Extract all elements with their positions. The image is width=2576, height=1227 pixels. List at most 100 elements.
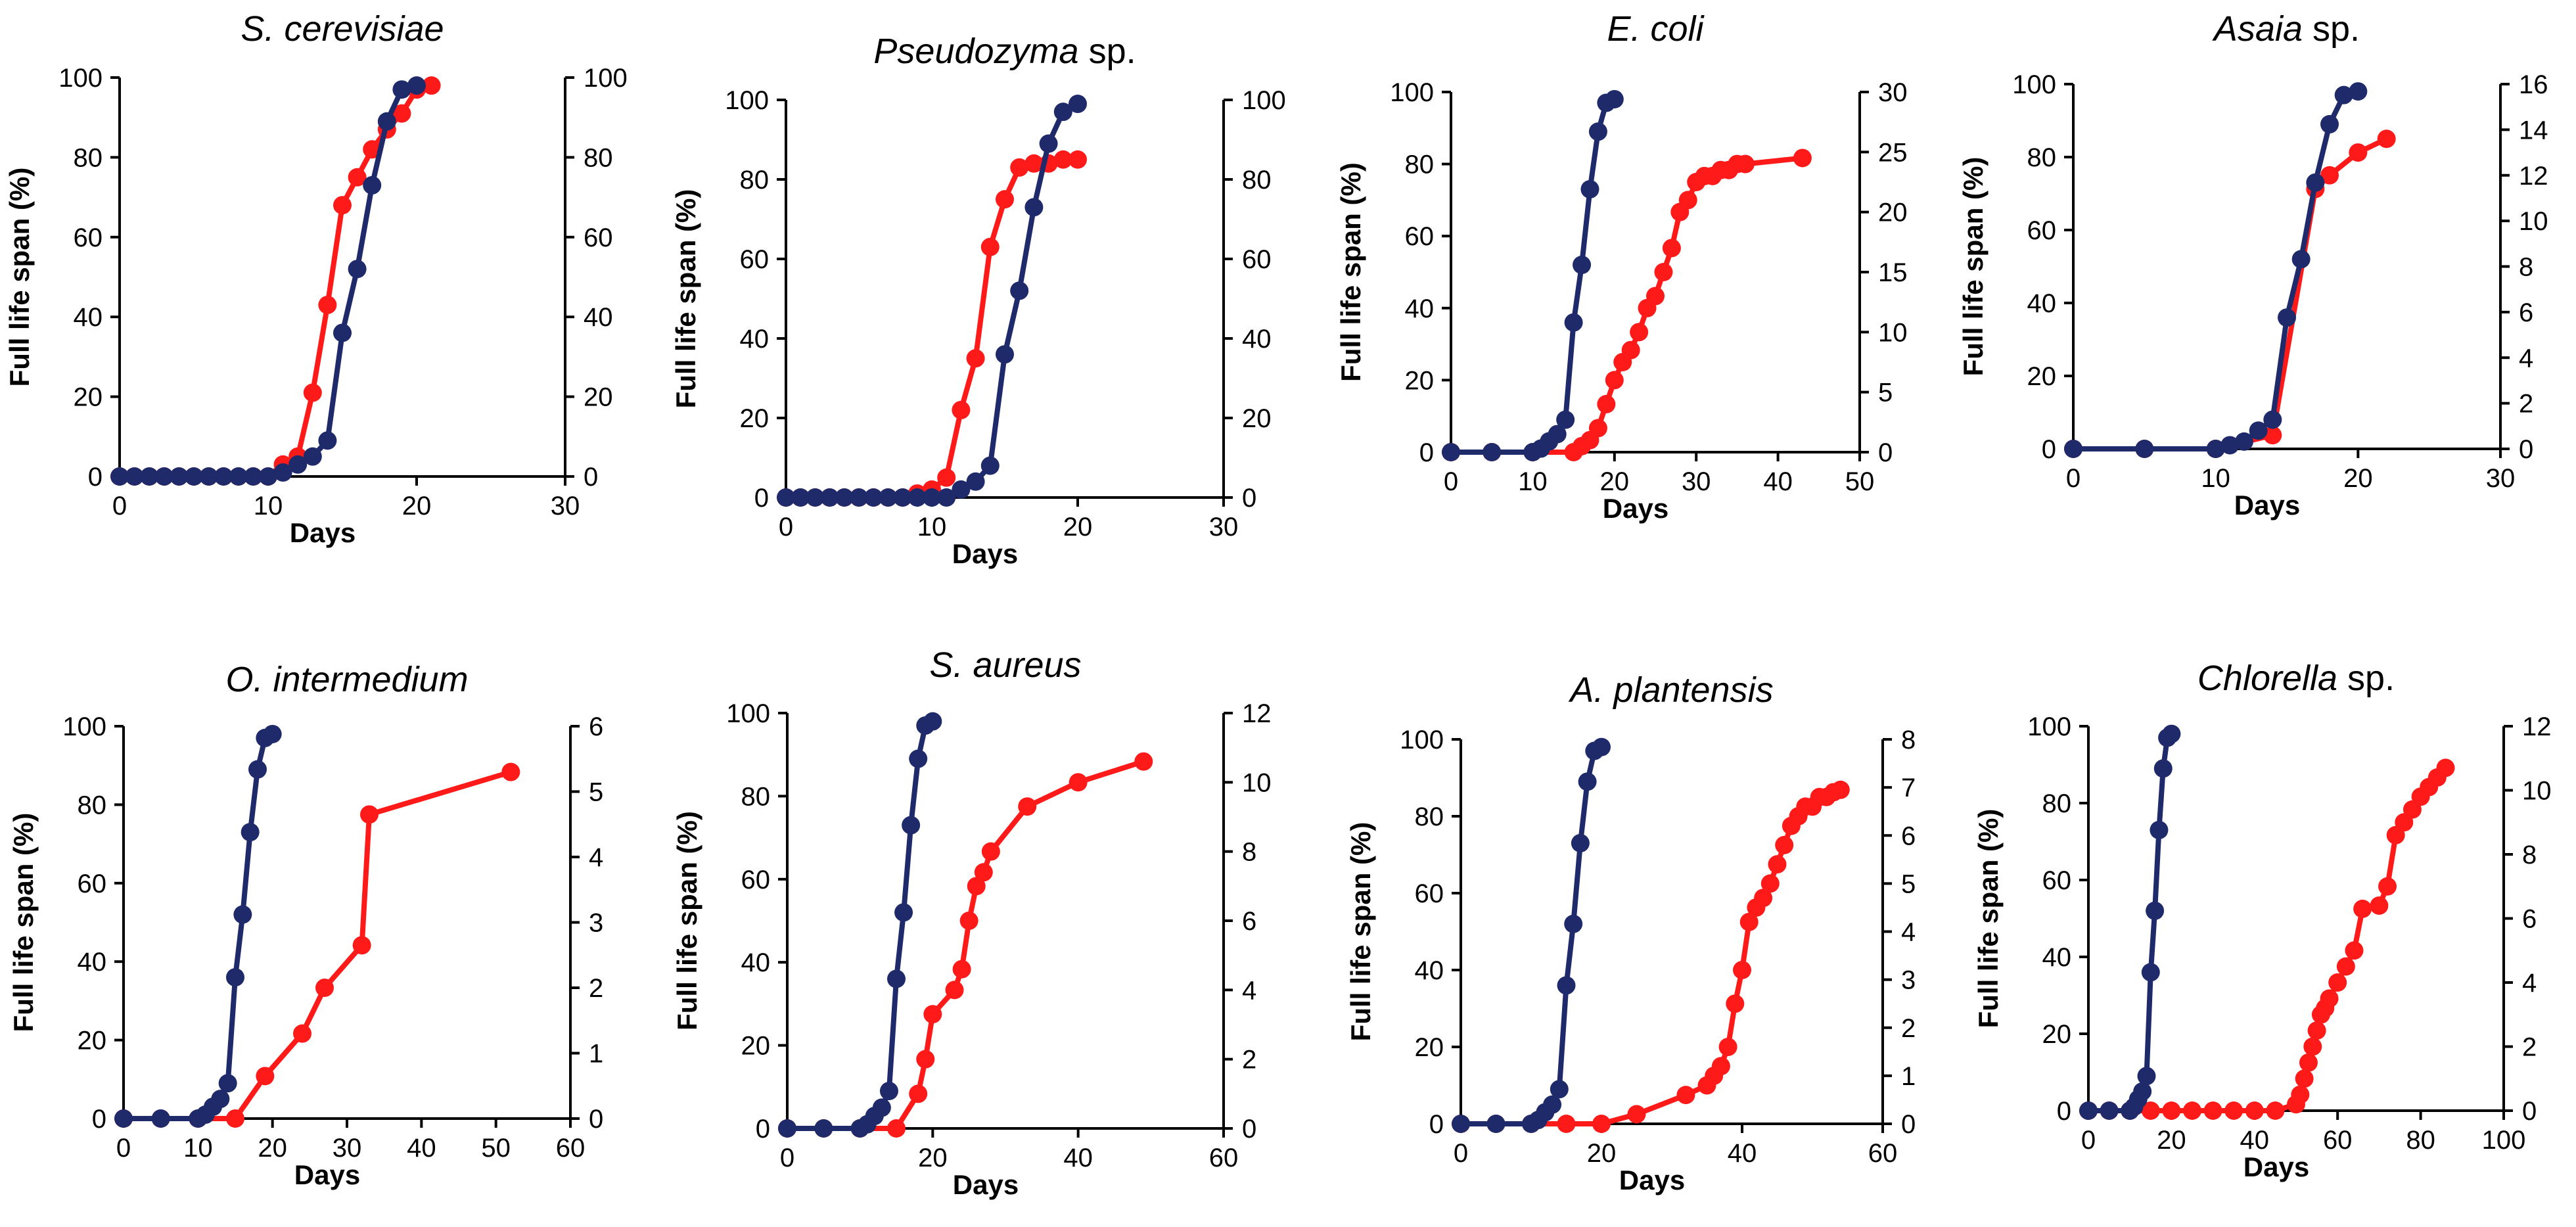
chart-title-italic: Chlorella bbox=[2197, 659, 2337, 698]
y-tick-label: 40 bbox=[2027, 289, 2057, 318]
x-tick-label: 10 bbox=[1518, 467, 1548, 496]
data-point-full_life_span bbox=[1605, 89, 1624, 108]
x-tick-label: 30 bbox=[333, 1134, 362, 1163]
y2-tick-label: 20 bbox=[584, 383, 613, 412]
y2-tick-label: 3 bbox=[1901, 966, 1916, 995]
y2-tick-label: 15 bbox=[1878, 258, 1908, 287]
y2-tick-label: 20 bbox=[1242, 404, 1272, 433]
y2-tick-label: 0 bbox=[1901, 1110, 1916, 1139]
x-tick-label: 50 bbox=[481, 1134, 511, 1163]
x-tick-label: 60 bbox=[556, 1134, 586, 1163]
data-point-red_series bbox=[2141, 1101, 2160, 1120]
y2-tick-label: 3 bbox=[589, 909, 603, 938]
series-line-red_series bbox=[117, 83, 434, 479]
data-point-full_life_span bbox=[248, 760, 267, 779]
data-point-full_life_span bbox=[288, 455, 308, 474]
data-point-full_life_span bbox=[820, 488, 839, 507]
series-line-full_life_span bbox=[785, 718, 936, 1131]
x-tick-label: 0 bbox=[780, 1144, 794, 1172]
x-tick-label: 30 bbox=[1682, 467, 1711, 496]
y-tick-label: 80 bbox=[740, 166, 770, 195]
y2-tick-label: 100 bbox=[584, 64, 628, 93]
data-point-full_life_span bbox=[2206, 440, 2225, 458]
data-point-full_life_span bbox=[1564, 313, 1583, 332]
chart-title-italic: A. plantensis bbox=[1568, 670, 1773, 710]
x-tick-label: 60 bbox=[1209, 1144, 1239, 1172]
y2-tick-label: 0 bbox=[1878, 438, 1893, 467]
y-tick-label: 40 bbox=[1415, 956, 1444, 985]
data-point-red_series bbox=[909, 1084, 928, 1103]
series-line-red_series bbox=[121, 769, 514, 1121]
y-tick-label: 0 bbox=[756, 1115, 770, 1144]
data-point-full_life_span bbox=[894, 903, 913, 922]
y-tick-label: 0 bbox=[2057, 1097, 2071, 1126]
data-point-red_series bbox=[2320, 166, 2339, 185]
data-point-red_series bbox=[1605, 371, 1624, 390]
data-point-red_series bbox=[1726, 994, 1745, 1013]
y-tick-label: 60 bbox=[1415, 879, 1444, 908]
x-tick-label: 30 bbox=[551, 492, 580, 521]
data-point-full_life_span bbox=[1010, 281, 1029, 300]
x-tick-label: 50 bbox=[1845, 467, 1875, 496]
y2-tick-label: 100 bbox=[1242, 86, 1286, 115]
series-line-red_series bbox=[1448, 155, 1805, 455]
data-point-full_life_span bbox=[110, 467, 129, 486]
y-tick-label: 40 bbox=[2042, 943, 2072, 972]
x-axis-label: Days bbox=[1603, 493, 1668, 524]
data-point-full_life_span bbox=[777, 488, 795, 507]
data-point-full_life_span bbox=[879, 488, 898, 507]
data-point-red_series bbox=[981, 842, 1000, 861]
y2-tick-label: 4 bbox=[2522, 969, 2537, 998]
series-line-full_life_span bbox=[2071, 89, 2361, 451]
y-axis-label: Full life span (%) bbox=[8, 813, 39, 1032]
y-tick-label: 40 bbox=[78, 948, 107, 977]
data-point-full_life_span bbox=[1580, 179, 1599, 198]
y2-tick-label: 40 bbox=[584, 303, 613, 332]
y-tick-label: 20 bbox=[74, 383, 103, 412]
y2-tick-label: 30 bbox=[1878, 78, 1908, 107]
data-point-red_series bbox=[1134, 752, 1153, 771]
data-point-full_life_span bbox=[303, 447, 322, 466]
chart-title-italic: S. aureus bbox=[929, 645, 1081, 685]
data-point-full_life_span bbox=[791, 488, 810, 507]
y2-tick-label: 40 bbox=[1242, 325, 1272, 354]
data-point-red_series bbox=[1733, 961, 1751, 979]
data-point-full_life_span bbox=[1053, 103, 1072, 122]
y-tick-label: 20 bbox=[2027, 362, 2057, 391]
y-tick-label: 40 bbox=[740, 325, 770, 354]
data-point-red_series bbox=[303, 383, 322, 402]
data-point-full_life_span bbox=[778, 1119, 796, 1138]
x-tick-label: 10 bbox=[917, 513, 947, 542]
data-point-red_series bbox=[2299, 1053, 2318, 1072]
chart-title: S. aureus bbox=[929, 645, 1081, 685]
data-point-red_series bbox=[333, 196, 352, 215]
data-point-red_series bbox=[945, 981, 964, 1000]
data-point-full_life_span bbox=[407, 76, 426, 95]
data-point-red_series bbox=[2345, 941, 2364, 960]
data-point-full_life_span bbox=[1024, 198, 1044, 217]
x-axis-label: Days bbox=[2243, 1151, 2309, 1182]
data-point-full_life_span bbox=[980, 456, 1000, 475]
data-point-red_series bbox=[966, 349, 985, 368]
y2-tick-label: 0 bbox=[1242, 484, 1256, 513]
data-point-red_series bbox=[887, 1119, 906, 1138]
y-axis-label: Full life span (%) bbox=[1345, 822, 1376, 1042]
data-point-red_series bbox=[967, 877, 986, 896]
x-tick-label: 0 bbox=[2081, 1126, 2096, 1155]
data-point-full_life_span bbox=[814, 1119, 833, 1138]
series-line-full_life_span bbox=[2086, 731, 2174, 1113]
x-tick-label: 20 bbox=[2157, 1126, 2186, 1155]
y-tick-label: 40 bbox=[741, 948, 771, 977]
data-point-red_series bbox=[980, 237, 1000, 256]
data-point-red_series bbox=[1775, 835, 1794, 854]
y-tick-label: 60 bbox=[74, 223, 103, 252]
data-point-red_series bbox=[1768, 855, 1787, 874]
x-tick-label: 20 bbox=[918, 1144, 948, 1172]
data-point-red_series bbox=[952, 960, 971, 979]
y2-tick-label: 4 bbox=[589, 843, 603, 872]
x-tick-label: 20 bbox=[1063, 513, 1093, 542]
x-tick-label: 40 bbox=[1063, 1144, 1093, 1172]
y-axis-label: Full life span (%) bbox=[1335, 162, 1366, 382]
y-tick-label: 40 bbox=[1405, 294, 1435, 323]
x-tick-label: 30 bbox=[1209, 513, 1239, 542]
